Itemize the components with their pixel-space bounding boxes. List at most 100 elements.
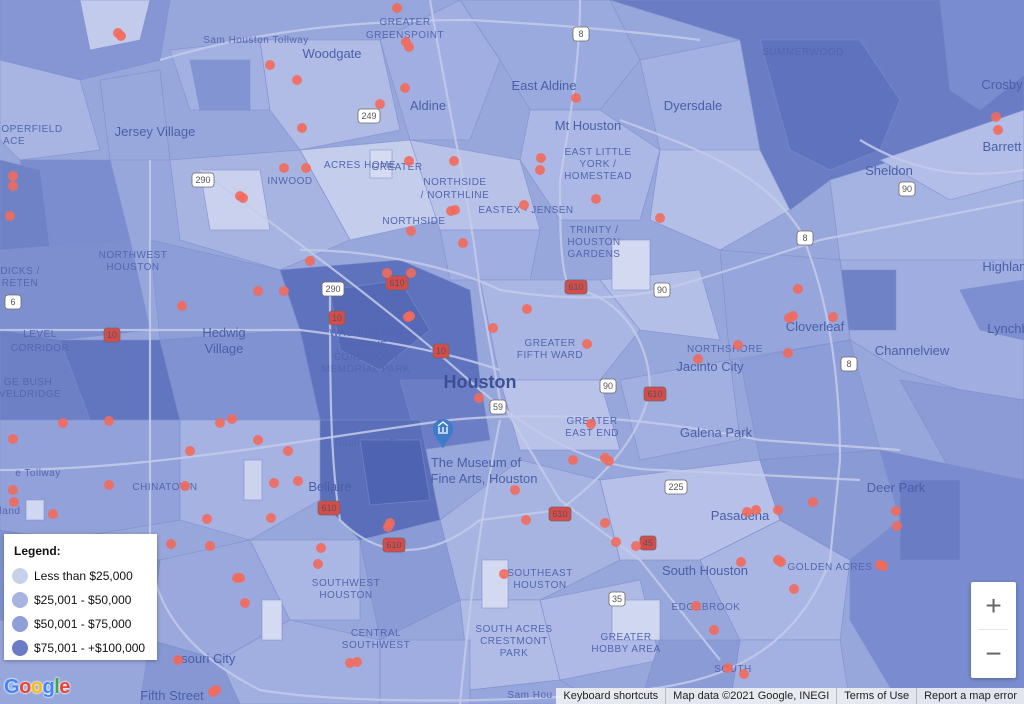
location-marker[interactable]: [383, 522, 393, 532]
location-marker[interactable]: [655, 213, 665, 223]
location-marker[interactable]: [736, 557, 746, 567]
location-marker[interactable]: [789, 584, 799, 594]
location-marker[interactable]: [301, 163, 311, 173]
location-marker[interactable]: [522, 304, 532, 314]
location-marker[interactable]: [215, 418, 225, 428]
location-marker[interactable]: [185, 446, 195, 456]
zoom-in-button[interactable]: +: [971, 582, 1016, 629]
location-marker[interactable]: [48, 509, 58, 519]
location-marker[interactable]: [993, 125, 1003, 135]
location-marker[interactable]: [691, 601, 701, 611]
location-marker[interactable]: [510, 485, 520, 495]
location-marker[interactable]: [211, 685, 221, 695]
location-marker[interactable]: [406, 268, 416, 278]
location-marker[interactable]: [611, 537, 621, 547]
location-marker[interactable]: [582, 339, 592, 349]
location-marker[interactable]: [733, 340, 743, 350]
location-marker[interactable]: [742, 507, 752, 517]
location-marker[interactable]: [773, 505, 783, 515]
location-marker[interactable]: [279, 286, 289, 296]
location-marker[interactable]: [709, 625, 719, 635]
location-marker[interactable]: [783, 348, 793, 358]
zoom-out-button[interactable]: −: [971, 630, 1016, 677]
location-marker[interactable]: [568, 455, 578, 465]
location-marker[interactable]: [305, 256, 315, 266]
location-marker[interactable]: [723, 663, 733, 673]
location-marker[interactable]: [8, 485, 18, 495]
location-marker[interactable]: [253, 435, 263, 445]
location-marker[interactable]: [404, 42, 414, 52]
location-marker[interactable]: [521, 515, 531, 525]
location-marker[interactable]: [240, 598, 250, 608]
location-marker[interactable]: [58, 418, 68, 428]
location-marker[interactable]: [116, 31, 126, 41]
location-marker[interactable]: [8, 434, 18, 444]
location-marker[interactable]: [392, 3, 402, 13]
location-marker[interactable]: [571, 93, 581, 103]
location-marker[interactable]: [828, 312, 838, 322]
location-marker[interactable]: [266, 513, 276, 523]
location-marker[interactable]: [891, 506, 901, 516]
location-marker[interactable]: [382, 268, 392, 278]
location-marker[interactable]: [693, 354, 703, 364]
museum-pin-icon[interactable]: [433, 419, 453, 449]
report-map-error-link[interactable]: Report a map error: [916, 688, 1024, 704]
location-marker[interactable]: [180, 481, 190, 491]
location-marker[interactable]: [9, 497, 19, 507]
location-marker[interactable]: [400, 83, 410, 93]
location-marker[interactable]: [403, 312, 413, 322]
location-marker[interactable]: [269, 478, 279, 488]
location-marker[interactable]: [404, 156, 414, 166]
keyboard-shortcuts-link[interactable]: Keyboard shortcuts: [563, 690, 659, 702]
location-marker[interactable]: [283, 446, 293, 456]
location-marker[interactable]: [586, 419, 596, 429]
location-marker[interactable]: [375, 99, 385, 109]
location-marker[interactable]: [536, 153, 546, 163]
location-marker[interactable]: [202, 514, 212, 524]
location-marker[interactable]: [279, 163, 289, 173]
location-marker[interactable]: [292, 75, 302, 85]
location-marker[interactable]: [5, 211, 15, 221]
location-marker[interactable]: [458, 238, 468, 248]
location-marker[interactable]: [499, 569, 509, 579]
location-marker[interactable]: [788, 311, 798, 321]
location-marker[interactable]: [293, 476, 303, 486]
location-marker[interactable]: [808, 497, 818, 507]
location-marker[interactable]: [793, 284, 803, 294]
location-marker[interactable]: [8, 181, 18, 191]
location-marker[interactable]: [177, 301, 187, 311]
google-logo[interactable]: Google: [4, 676, 70, 698]
location-marker[interactable]: [313, 559, 323, 569]
location-marker[interactable]: [232, 573, 242, 583]
location-marker[interactable]: [474, 393, 484, 403]
location-marker[interactable]: [173, 655, 183, 665]
location-marker[interactable]: [345, 658, 355, 668]
location-marker[interactable]: [265, 60, 275, 70]
location-marker[interactable]: [519, 200, 529, 210]
location-marker[interactable]: [535, 165, 545, 175]
location-marker[interactable]: [104, 416, 114, 426]
location-marker[interactable]: [446, 206, 456, 216]
location-marker[interactable]: [739, 669, 749, 679]
location-marker[interactable]: [449, 156, 459, 166]
location-marker[interactable]: [991, 112, 1001, 122]
location-marker[interactable]: [238, 193, 248, 203]
location-marker[interactable]: [878, 561, 888, 571]
location-marker[interactable]: [227, 414, 237, 424]
location-marker[interactable]: [205, 541, 215, 551]
location-marker[interactable]: [8, 171, 18, 181]
location-marker[interactable]: [892, 521, 902, 531]
location-marker[interactable]: [604, 456, 614, 466]
location-marker[interactable]: [253, 286, 263, 296]
location-marker[interactable]: [591, 194, 601, 204]
location-marker[interactable]: [776, 557, 786, 567]
location-marker[interactable]: [104, 480, 114, 490]
location-marker[interactable]: [488, 323, 498, 333]
location-marker[interactable]: [631, 541, 641, 551]
location-marker[interactable]: [316, 543, 326, 553]
location-marker[interactable]: [166, 539, 176, 549]
location-marker[interactable]: [297, 123, 307, 133]
location-marker[interactable]: [406, 226, 416, 236]
location-marker[interactable]: [600, 518, 610, 528]
terms-of-use-link[interactable]: Terms of Use: [836, 688, 916, 704]
